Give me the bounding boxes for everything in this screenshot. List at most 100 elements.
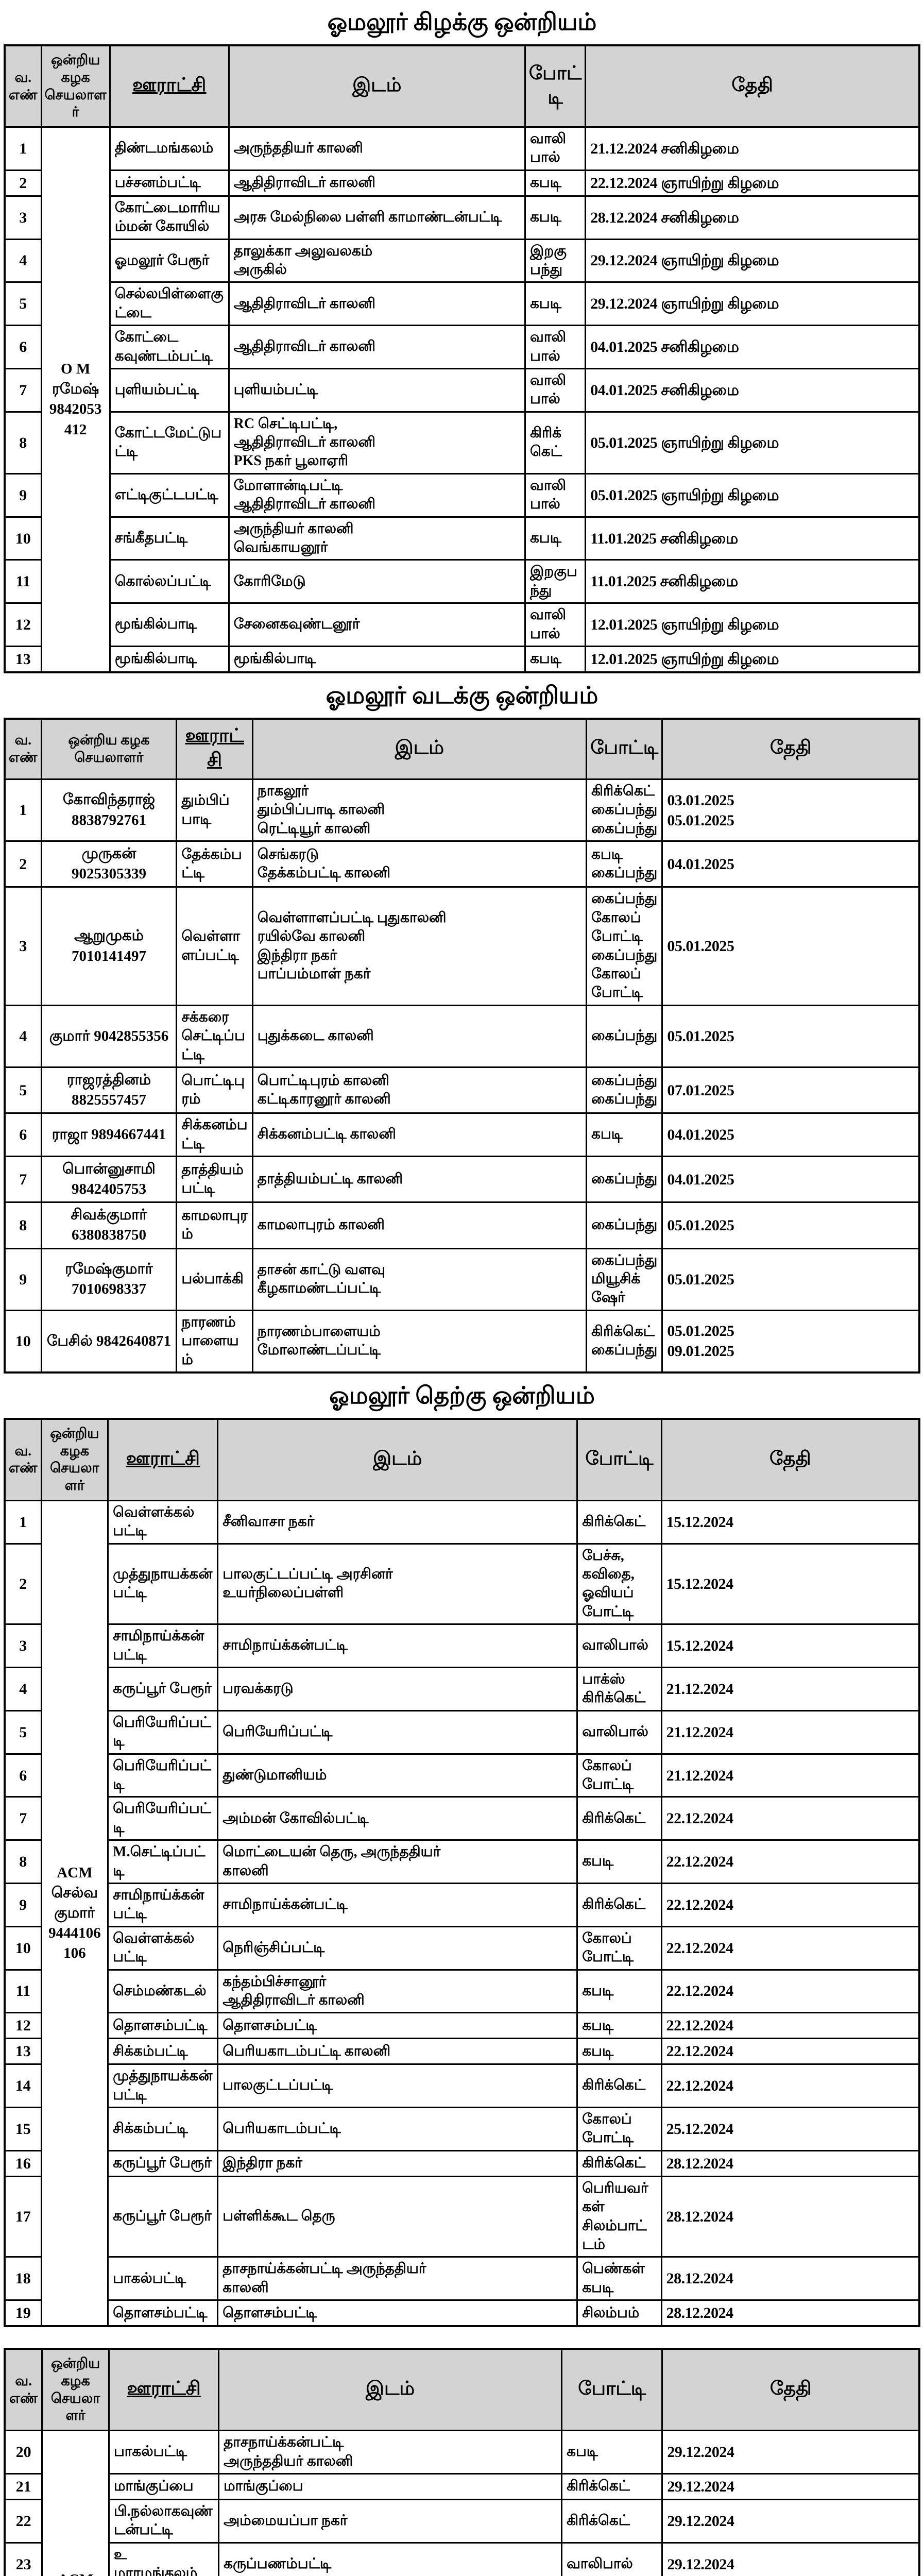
cell-competition: கோலப்போட்டி bbox=[576, 1753, 662, 1798]
cell-competition: கபடி bbox=[524, 516, 587, 561]
text-line: மியூசிக்ஷேர் bbox=[591, 1270, 641, 1306]
table-row: 5 செல்லபிள்ளைகுட்டை ஆதிதிராவிடர் காலனி கபடி… bbox=[4, 281, 920, 327]
cell-competition: கிரிக்கெட் bbox=[576, 2149, 662, 2177]
cell-date: 22.12.2024 ஞாயிற்று கிழமை bbox=[585, 169, 920, 197]
table-row: 23 உ மாரமங்கலம் கருப்பணம்பட்டி வாலிபால் 29.1… bbox=[4, 2541, 920, 2576]
cell-place: சீனிவாசா நகர் bbox=[217, 1499, 578, 1545]
cell-sno: 8 bbox=[4, 1201, 42, 1249]
cell-competition: பேச்சு, கவிதை, ஓவியப்போட்டி bbox=[576, 1543, 662, 1625]
cell-sno: 14 bbox=[4, 2063, 42, 2109]
cell-competition: வாலிபால் bbox=[524, 126, 587, 171]
cell-panchayat: கோட்டை கவுண்டம்பட்டி bbox=[109, 325, 230, 369]
column-header-label: ஊராட்சி bbox=[126, 1448, 200, 1469]
table-row: 4 ஓமலூர் பேரூர் தாலுக்கா அலுவலகம் அருகில் இற… bbox=[4, 238, 920, 283]
cell-sno: 10 bbox=[4, 1925, 42, 1971]
cell-place: கந்தம்பிச்சானூர் ஆதிதிராவிடர் காலனி bbox=[217, 1969, 578, 2014]
cell-place: கோரிமேடு bbox=[228, 559, 526, 604]
cell-panchayat: பச்சனம்பட்டி bbox=[109, 169, 230, 197]
text-line: அருகில் bbox=[233, 261, 287, 278]
table-header-row: வ. எண் ஒன்றிய கழக செயலாளர் ஊராட்சி இடம் போட்… bbox=[4, 2348, 920, 2432]
cell-date: 22.12.2024 bbox=[660, 1969, 920, 2014]
table-row: 3 கோட்டைமாரியம்மன் கோயில் அரசு மேல்நிலை பள… bbox=[4, 195, 920, 240]
cell-sno: 6 bbox=[4, 1753, 42, 1798]
cell-competition: பாக்ஸ் கிரிக்கெட் bbox=[576, 1667, 662, 1711]
cell-sno: 8 bbox=[4, 1839, 42, 1884]
cell-date: 05.01.2025 09.01.2025 bbox=[661, 1309, 920, 1374]
cell-place: கருப்பணம்பட்டி bbox=[218, 2541, 563, 2576]
text-line: 09.01.2025 bbox=[667, 1343, 734, 1360]
table-row: 13 சிக்கம்பட்டி பெரியகாடம்பட்டி காலனி கபடி 2… bbox=[4, 2038, 920, 2065]
column-header-secretary: ஒன்றிய கழக செயலாளர் bbox=[40, 718, 178, 780]
cell-competition: கபடி bbox=[524, 195, 587, 240]
schedule-table-omalur-north: வ. எண் ஒன்றிய கழக செயலாளர் ஊராட்சி இடம் போட்… bbox=[4, 717, 920, 1374]
cell-panchayat: சங்கீதபட்டி bbox=[109, 516, 230, 561]
table-row: 15 சிக்கம்பட்டி பெரியகாடம்பட்டி கோலப்போட்டி… bbox=[4, 2107, 920, 2151]
text-line: RC செட்டிபட்டி, bbox=[233, 415, 338, 432]
cell-competition: கிரிக்கெட் bbox=[576, 2063, 662, 2109]
cell-place: சாமிநாய்க்கன்பட்டி bbox=[217, 1623, 578, 1669]
cell-place: புளியம்பட்டி bbox=[228, 367, 526, 413]
table-body: 1 கோவிந்தராஜ் 8838792761 தும்பிப்பாடி நாகலூ… bbox=[4, 778, 920, 1374]
text-line: வெள்ளாளப்பட்டி புதுகாலனி bbox=[257, 909, 447, 926]
cell-panchayat: பெரியேரிப்பட்டி bbox=[107, 1709, 219, 1755]
column-header-label: ஊராட்சி bbox=[132, 75, 207, 96]
cell-secretary: குமார் 9042855356 bbox=[40, 1004, 178, 1068]
text-line: இந்திரா நகர் bbox=[257, 947, 337, 963]
text-line: கிரிக்கெட் bbox=[591, 783, 655, 799]
text-line: கைப்பந்து bbox=[591, 865, 658, 882]
cell-sno: 5 bbox=[4, 281, 42, 327]
cell-competition: கைப்பந்து கைப்பந்து bbox=[586, 1066, 663, 1114]
cell-sno: 22 bbox=[4, 2498, 43, 2544]
schedule-table-omalur-south-continued: வ. எண் ஒன்றிய கழக செயலாளர் ஊராட்சி இடம் போட்… bbox=[4, 2348, 920, 2576]
cell-sno: 4 bbox=[4, 1004, 42, 1068]
text-line: தும்பிப்பாடி காலனி bbox=[257, 802, 385, 818]
table-row: 7 பெரியேரிப்பட்டி அம்மன் கோவில்பட்டி கிரிக்… bbox=[4, 1796, 920, 1841]
text-line: கோலப்போட்டி bbox=[591, 966, 643, 1001]
column-header-date: தேதி bbox=[661, 2348, 920, 2432]
text-line: கைப்பந்து bbox=[591, 802, 658, 818]
text-line: கைப்பந்து bbox=[591, 1342, 658, 1359]
text-line: கைப்பந்து bbox=[591, 947, 658, 963]
cell-panchayat: பாகல்பட்டி bbox=[107, 2256, 219, 2301]
table-row: 2 முத்துநாயக்கன் பட்டி பாலகுட்டப்பட்டி அரச… bbox=[4, 1543, 920, 1625]
cell-competition: கோலப்போட்டி bbox=[576, 2107, 662, 2151]
cell-date: 04.01.2025 bbox=[661, 840, 920, 888]
column-header-panchayat: ஊராட்சி bbox=[108, 2348, 220, 2432]
cell-competition: கபடி bbox=[524, 645, 587, 673]
cell-panchayat: தொளசம்பட்டி bbox=[107, 2012, 219, 2040]
text-line: மொட்டையன் தெரு, அருந்ததியர் bbox=[223, 1844, 441, 1860]
cell-place: சாமிநாய்க்கன்பட்டி bbox=[217, 1882, 578, 1927]
cell-sno: 11 bbox=[4, 1969, 42, 2014]
cell-competition: கபடி bbox=[524, 281, 587, 327]
cell-secretary: ACM செல்வகுமார் 9444106106 bbox=[40, 1499, 109, 2327]
cell-panchayat: பி.நல்லாகவுண்டன்பட்டி bbox=[108, 2498, 220, 2544]
cell-sno: 21 bbox=[4, 2472, 43, 2500]
text-line: கீழகாமண்டப்பட்டி bbox=[257, 1280, 381, 1297]
cell-place: தாலுக்கா அலுவலகம் அருகில் bbox=[228, 238, 526, 283]
cell-place: பொட்டிபுரம் காலனி கட்டிகாரனூர் காலனி bbox=[251, 1066, 588, 1114]
text-line: ரயில்வே காலனி bbox=[257, 928, 366, 945]
cell-date: 03.01.2025 05.01.2025 bbox=[661, 778, 920, 842]
cell-date: 21.12.2024 bbox=[660, 1753, 920, 1798]
cell-place: தாத்தியம்பட்டி காலனி bbox=[251, 1156, 588, 1204]
cell-panchayat: சாமிநாய்க்கன் பட்டி bbox=[107, 1623, 219, 1669]
cell-sno: 3 bbox=[4, 195, 42, 240]
cell-competition: வாலிபால் bbox=[576, 1623, 662, 1669]
section-title-omalur-north: ஓமலூர் வடக்கு ஒன்றியம் bbox=[326, 682, 598, 708]
text-line: 05.01.2025 bbox=[667, 1323, 734, 1340]
text-line: கைப்பந்து bbox=[591, 1252, 658, 1268]
cell-panchayat: எட்டிகுட்டபட்டி bbox=[109, 472, 230, 518]
text-line: ஓவியப்போட்டி bbox=[582, 1585, 634, 1620]
table-body: 1 ACM செல்வகுமார் 9444106106 வெள்ளக்கல் பட்ட… bbox=[4, 1499, 920, 2327]
cell-panchayat: கொல்லப்பட்டி bbox=[109, 559, 230, 604]
cell-date: 29.12.2024 ஞாயிற்று கிழமை bbox=[585, 238, 920, 283]
cell-date: 22.12.2024 bbox=[660, 1796, 920, 1841]
cell-sno: 4 bbox=[4, 1667, 42, 1711]
column-header-date: தேதி bbox=[661, 718, 920, 780]
cell-date: 21.12.2024 சனிகிழமை bbox=[585, 126, 920, 171]
cell-sno: 15 bbox=[4, 2107, 42, 2151]
column-header-date: தேதி bbox=[585, 44, 920, 128]
cell-panchayat: சிக்கம்பட்டி bbox=[107, 2107, 219, 2151]
cell-panchayat: உ மாரமங்கலம் bbox=[108, 2541, 220, 2576]
